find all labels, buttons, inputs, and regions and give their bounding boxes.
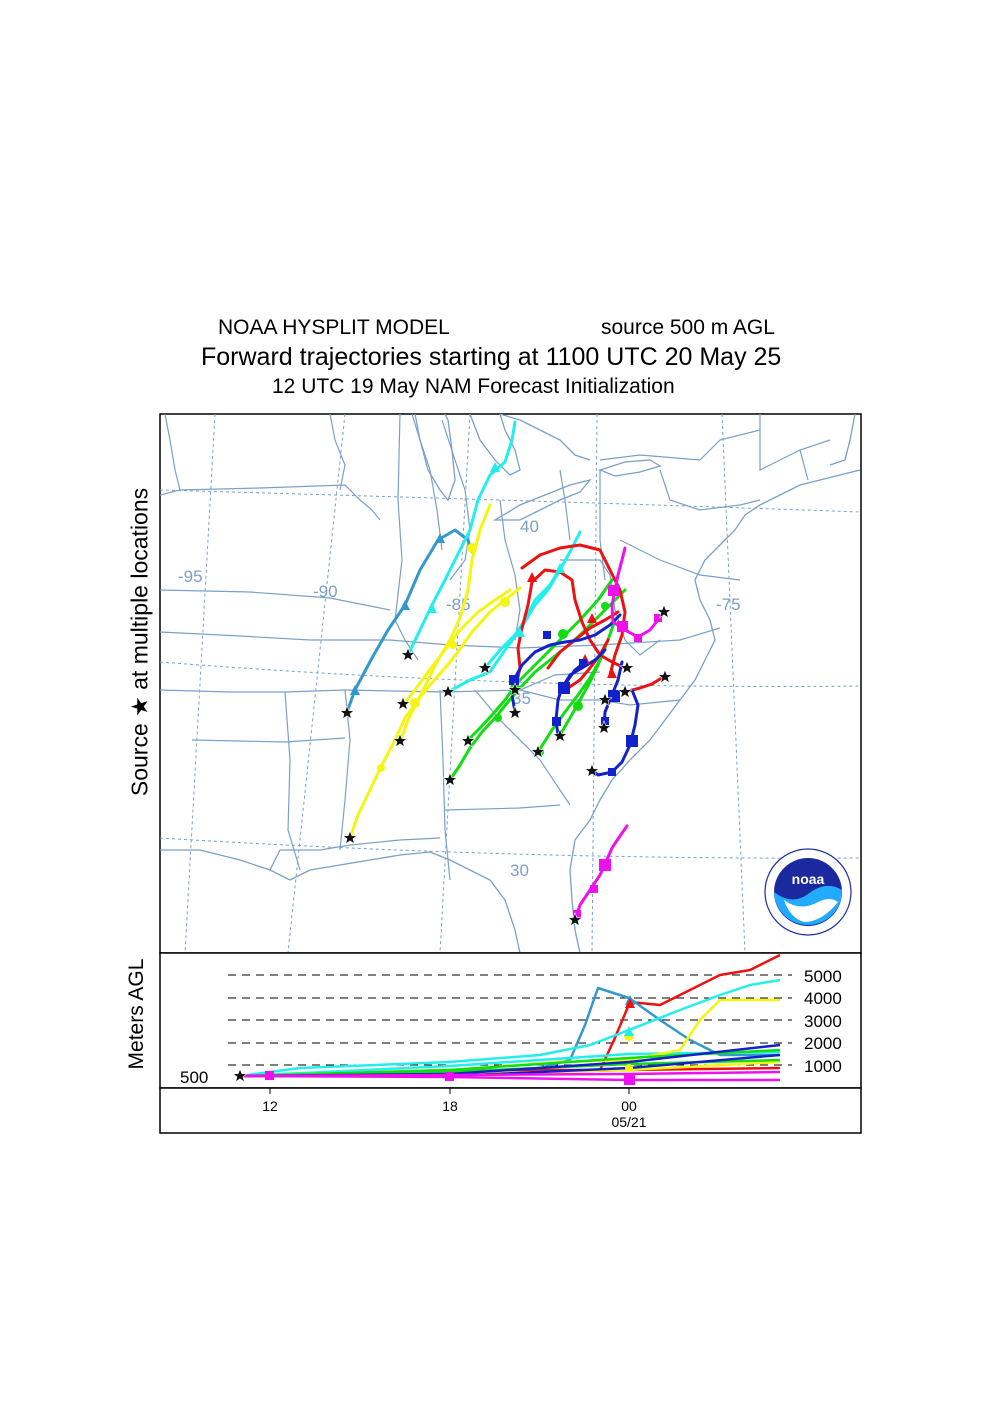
height-trace-cyan bbox=[239, 978, 781, 1078]
lon-label: -90 bbox=[313, 582, 338, 601]
height-level-label: 5000 bbox=[804, 967, 842, 986]
noaa-logo-text: noaa bbox=[792, 871, 825, 887]
trajectory-red bbox=[563, 638, 610, 692]
height-traces bbox=[239, 953, 781, 1082]
lon-label: -75 bbox=[716, 595, 741, 614]
noaa-logo: noaa bbox=[764, 848, 852, 936]
trajectory-steelblue bbox=[345, 528, 474, 714]
lat-label: 30 bbox=[510, 861, 529, 880]
height-level-label: 4000 bbox=[804, 989, 842, 1008]
height-level-label: 1000 bbox=[804, 1057, 842, 1076]
markers-cyan bbox=[427, 462, 565, 637]
model-title: NOAA HYSPLIT MODEL bbox=[218, 316, 450, 339]
source-height-label: source 500 m AGL bbox=[601, 316, 775, 339]
height-trace-magenta bbox=[239, 1070, 781, 1078]
lon-label: -95 bbox=[178, 567, 203, 586]
coastlines bbox=[160, 414, 861, 953]
start-level-label: 500 bbox=[180, 1068, 208, 1087]
time-tick-label: 00 bbox=[621, 1098, 637, 1114]
height-markers bbox=[232, 995, 635, 1085]
time-ticks bbox=[269, 1088, 630, 1094]
date-label: 05/21 bbox=[611, 1114, 646, 1130]
trajectory-green bbox=[558, 646, 607, 737]
trajectory-cyan bbox=[406, 420, 517, 657]
lat-label: 40 bbox=[520, 517, 539, 536]
time-tick-label: 18 bbox=[442, 1098, 458, 1114]
height-level-label: 2000 bbox=[804, 1034, 842, 1053]
markers-blue bbox=[509, 631, 638, 776]
trajectory-yellow bbox=[401, 588, 512, 707]
height-level-label: 3000 bbox=[804, 1012, 842, 1031]
main-title: Forward trajectories starting at 1100 UT… bbox=[201, 343, 782, 371]
markers-magenta bbox=[573, 585, 662, 918]
trajectory-yellow bbox=[348, 586, 522, 840]
markers-yellow bbox=[377, 543, 510, 772]
trajectory-markers bbox=[350, 462, 662, 918]
map-panel: -95 -90 -85 -75 40 35 30 bbox=[159, 413, 862, 954]
height-panel: 5000 4000 3000 2000 1000 500 12 18 00 05… bbox=[159, 952, 862, 1134]
trajectory-red bbox=[520, 543, 627, 677]
forecast-subtitle: 12 UTC 19 May NAM Forecast Initializatio… bbox=[272, 375, 675, 398]
trajectory-magenta bbox=[610, 546, 666, 639]
time-tick-label: 12 bbox=[262, 1098, 278, 1114]
trajectory-green bbox=[466, 578, 614, 742]
trajectory-blue bbox=[590, 688, 640, 777]
trajectory-red bbox=[546, 610, 620, 670]
markers-steelblue bbox=[350, 533, 445, 695]
